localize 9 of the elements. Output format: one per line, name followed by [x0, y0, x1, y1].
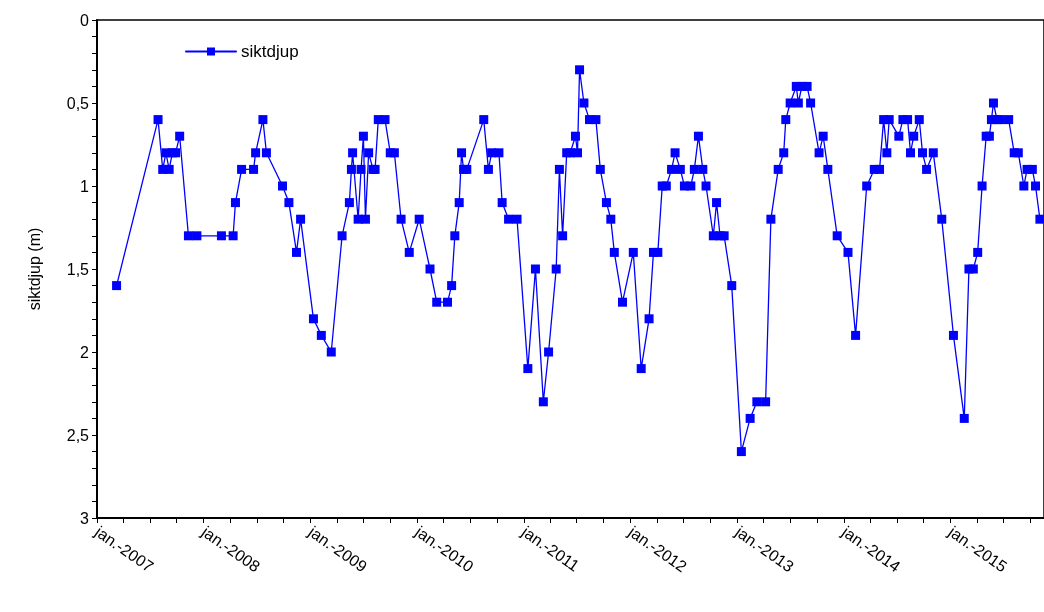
y-tick-label: 1 [80, 177, 90, 195]
y-tick-label: 0,5 [66, 94, 90, 112]
y-tick-label: 1,5 [66, 260, 90, 278]
y-tick-label: 2,5 [66, 426, 90, 444]
y-tick-label: 2 [80, 343, 90, 361]
y-tick-label: 3 [80, 509, 90, 527]
y-tick-label: 0 [80, 11, 90, 29]
y-axis-title: siktdjup (m) [25, 227, 43, 311]
legend-label: siktdjup [241, 42, 299, 61]
